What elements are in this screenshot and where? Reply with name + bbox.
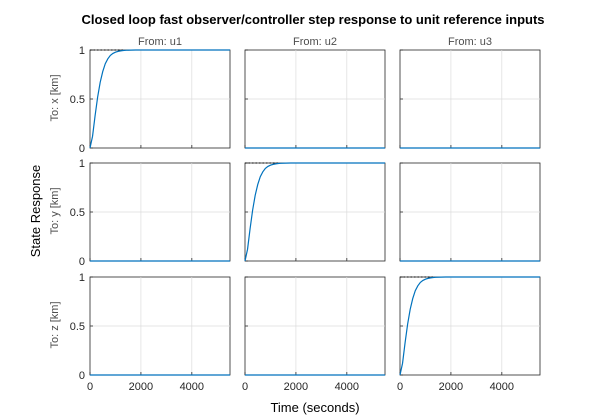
x-tick-label: 0 (397, 381, 403, 393)
x-tick-label: 4000 (180, 381, 204, 393)
x-tick-label: 2000 (129, 381, 153, 393)
subplot-2-2 (244, 162, 386, 262)
y-tick-label: 0 (79, 370, 85, 382)
response-line (399, 276, 540, 376)
column-title-u1: From: u1 (138, 36, 182, 48)
y-tick-label: 0.5 (70, 94, 85, 106)
x-tick-label: 2000 (284, 381, 308, 393)
x-tick-label: 4000 (335, 381, 359, 393)
row-label-y: To: y [km] (49, 187, 61, 234)
subplot-3-3: 0 2000 4000 (397, 276, 541, 393)
subplot-1-3 (399, 49, 541, 149)
subplot-1-1: 00.51 (70, 45, 231, 155)
x-tick-label: 2000 (439, 381, 463, 393)
response-line (89, 49, 230, 149)
y-tick-label: 0.5 (70, 207, 85, 219)
x-tick-label: 0 (242, 381, 248, 393)
chart-title: Closed loop fast observer/controller ste… (81, 12, 544, 27)
y-tick-label: 1 (79, 158, 85, 170)
subplot-2-3 (399, 162, 541, 262)
x-tick-label: 4000 (490, 381, 514, 393)
subplot-3-2: 0 2000 4000 (242, 276, 386, 393)
response-line (244, 162, 385, 262)
x-axis-label: Time (seconds) (270, 400, 359, 415)
subplot-1-2 (244, 49, 386, 149)
row-label-z: To: z [km] (49, 301, 61, 348)
y-axis-label: State Response (28, 165, 43, 258)
y-tick-label: 1 (79, 45, 85, 57)
y-tick-label: 1 (79, 272, 85, 284)
x-tick-label: 0 (87, 381, 93, 393)
column-title-u2: From: u2 (293, 36, 337, 48)
y-tick-label: 0.5 (70, 321, 85, 333)
subplot-2-1: 00.51 (70, 158, 231, 268)
y-tick-label: 0 (79, 256, 85, 268)
column-title-u3: From: u3 (448, 36, 492, 48)
row-label-x: To: x [km] (49, 74, 61, 121)
subplot-3-1: 0 0.5 1 0 2000 4000 (70, 272, 231, 393)
y-tick-label: 0 (79, 143, 85, 155)
